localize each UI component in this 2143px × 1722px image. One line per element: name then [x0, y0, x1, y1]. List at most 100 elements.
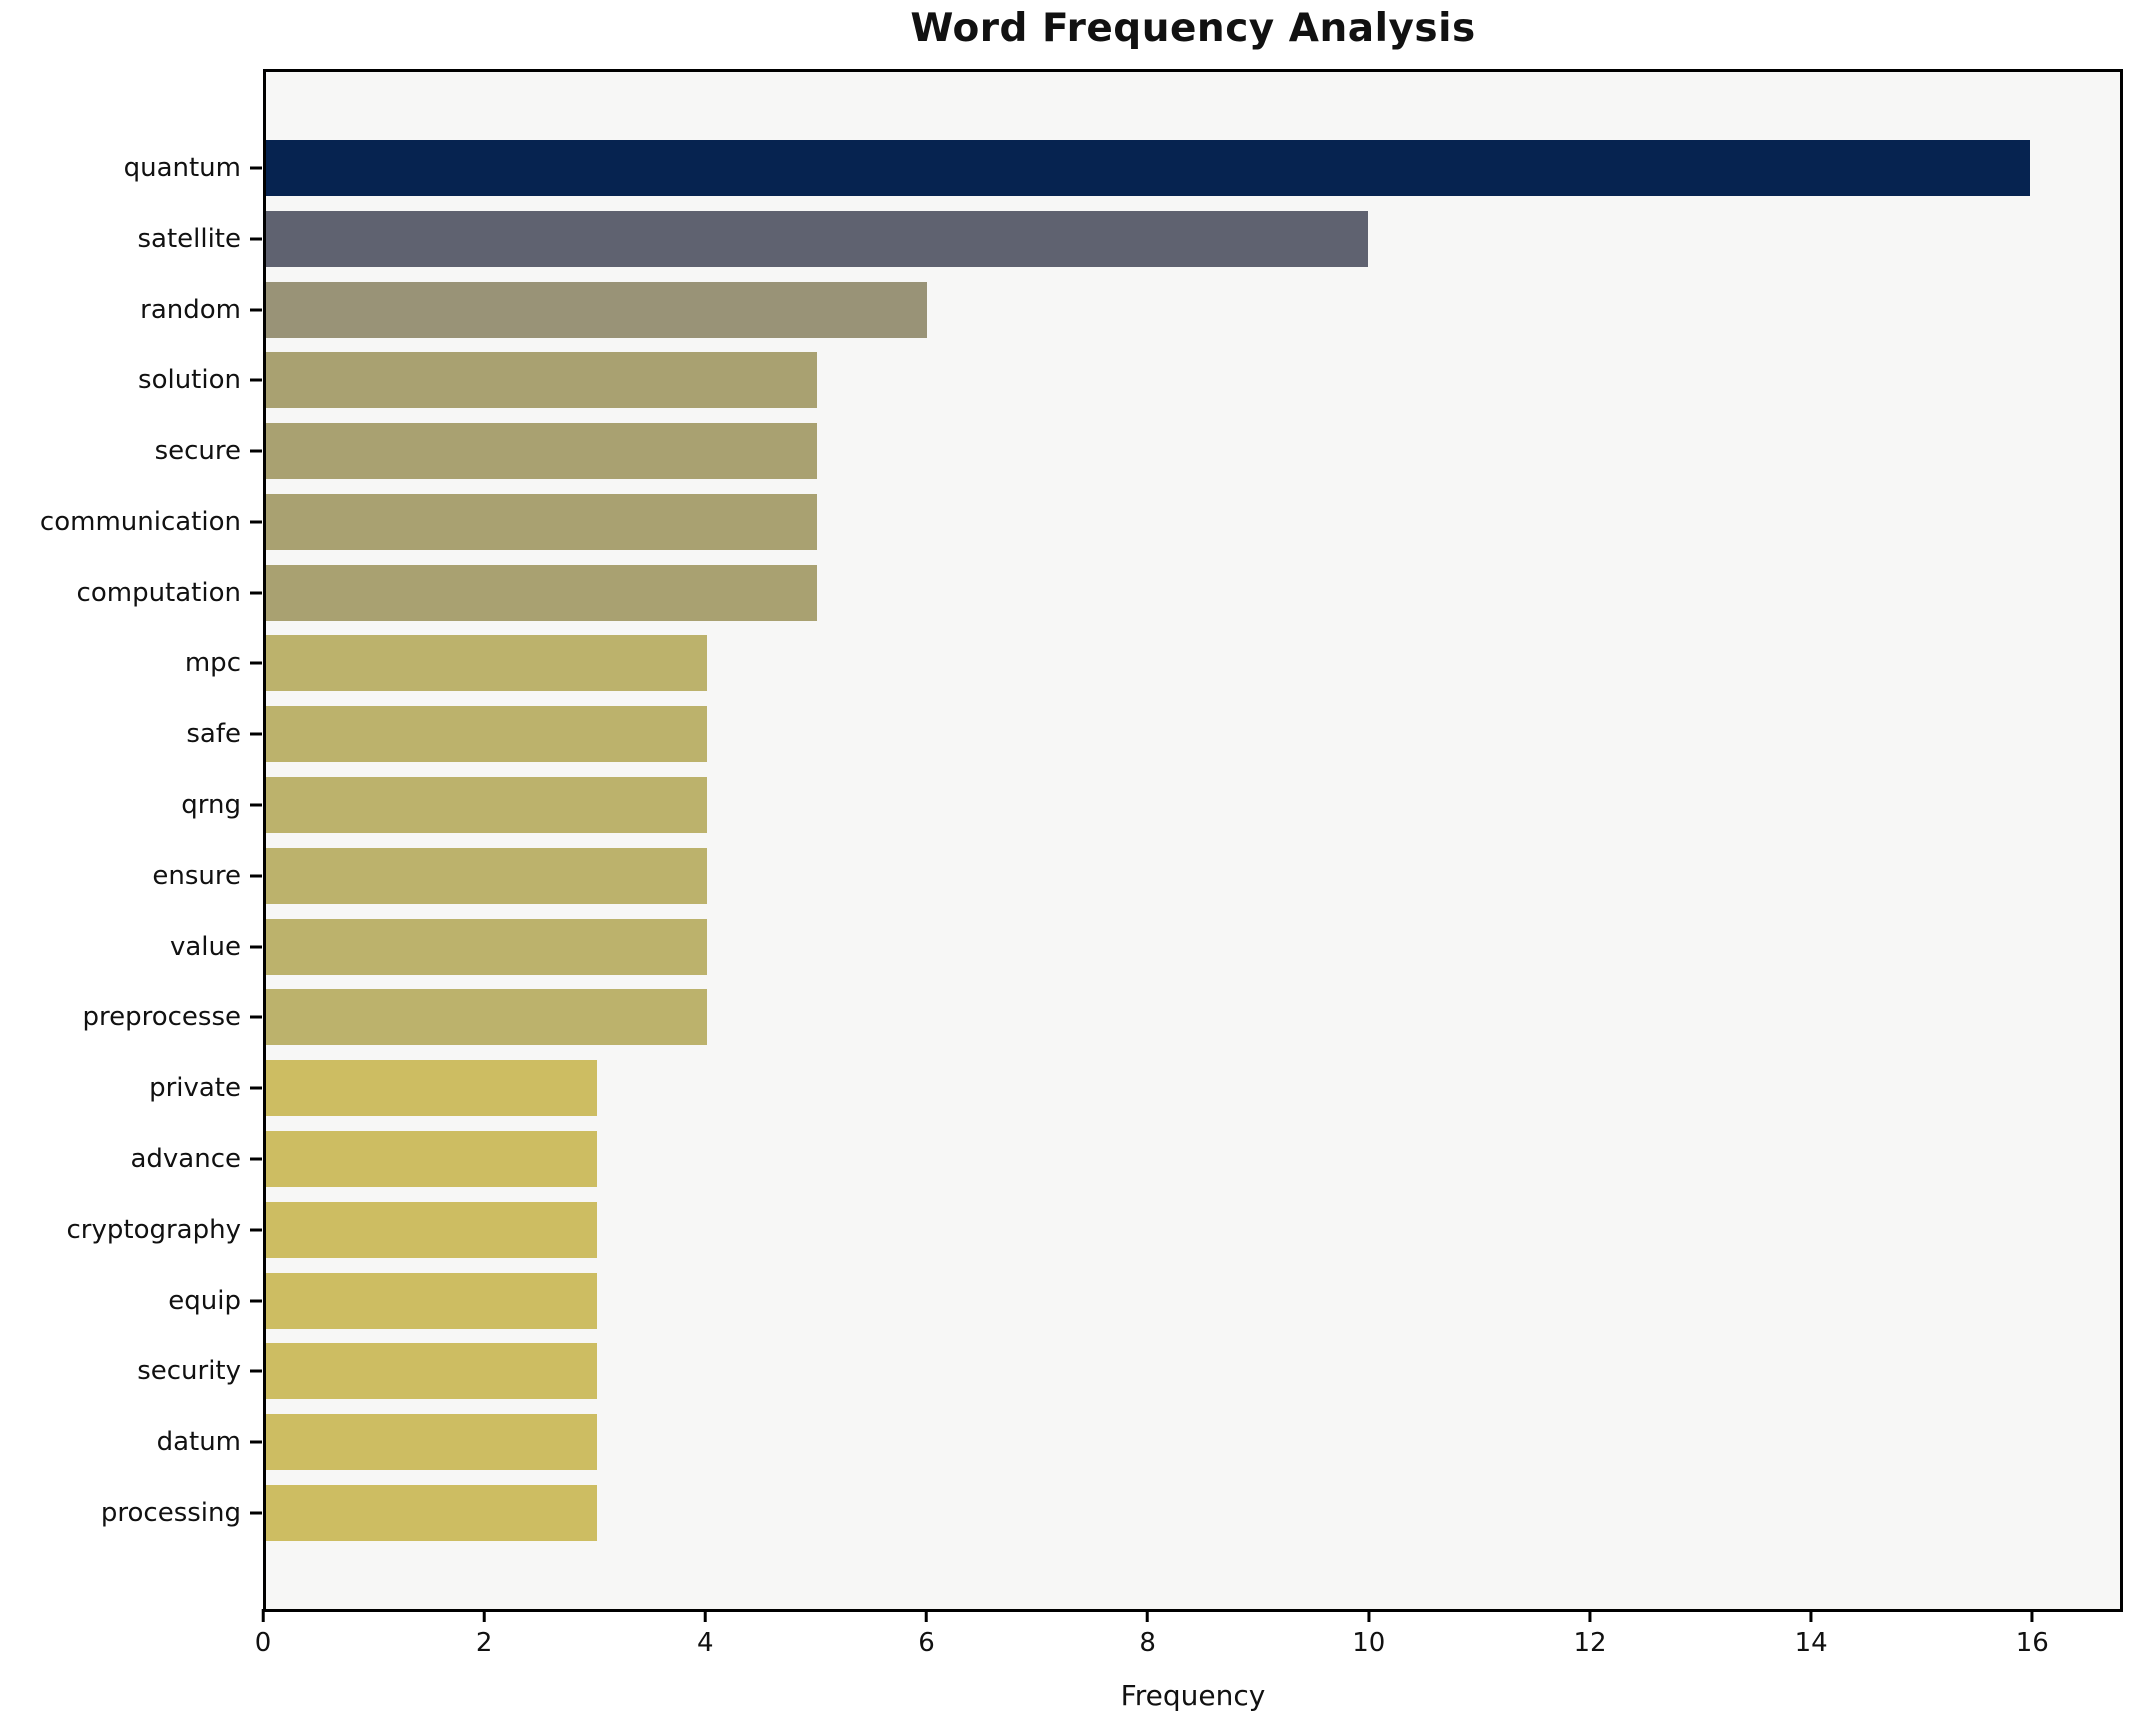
- x-tick-label: 2: [475, 1628, 493, 1658]
- bar-row: communication: [40, 493, 2120, 550]
- bar: [266, 635, 707, 692]
- bar-row: security: [137, 1343, 2120, 1400]
- y-tick-mark: [250, 732, 262, 736]
- x-tick: 6: [918, 1609, 935, 1658]
- bar-row: processing: [101, 1484, 2120, 1541]
- x-tick-mark: [703, 1609, 707, 1622]
- chart-title: Word Frequency Analysis: [910, 6, 1476, 51]
- x-tick: 10: [1352, 1609, 1385, 1658]
- x-axis: 0 2 4 6 8 10 12 14 16: [255, 1609, 2123, 1669]
- y-tick-mark: [250, 237, 262, 241]
- y-tick-label: preprocesse: [82, 1002, 241, 1033]
- bar: [266, 1130, 597, 1187]
- x-tick: 8: [1139, 1609, 1156, 1658]
- x-tick-mark: [1588, 1609, 1592, 1622]
- bar: [266, 847, 707, 904]
- y-tick-mark: [250, 1440, 262, 1444]
- y-tick-mark: [250, 945, 262, 949]
- y-tick-label: communication: [39, 506, 241, 537]
- bar: [266, 1060, 597, 1117]
- bar-row: cryptography: [67, 1201, 2120, 1258]
- bar: [266, 1343, 597, 1400]
- bar-row: datum: [157, 1414, 2120, 1471]
- y-tick-mark: [250, 591, 262, 595]
- y-tick-label: qrng: [181, 790, 241, 821]
- bar-row: random: [140, 281, 2120, 338]
- y-tick-label: computation: [76, 577, 241, 608]
- bar: [266, 281, 928, 338]
- y-tick-label: security: [137, 1356, 241, 1387]
- x-tick-mark: [1367, 1609, 1371, 1622]
- y-tick-label: satellite: [137, 223, 241, 254]
- y-tick-label: safe: [186, 719, 241, 750]
- y-tick-mark: [250, 378, 262, 382]
- bar: [266, 352, 818, 409]
- bar-row: advance: [130, 1130, 2120, 1187]
- x-tick-label: 10: [1352, 1628, 1386, 1658]
- x-tick-label: 4: [697, 1628, 714, 1658]
- y-tick-label: quantum: [123, 153, 241, 183]
- y-tick-label: random: [140, 294, 241, 325]
- x-tick-label: 6: [918, 1628, 935, 1658]
- bar-row: safe: [186, 706, 2120, 763]
- y-tick-label: solution: [138, 365, 241, 396]
- x-tick-label: 14: [1794, 1628, 1828, 1658]
- bar: [266, 564, 818, 621]
- bar: [266, 777, 707, 834]
- y-tick-mark: [250, 1511, 262, 1515]
- bar: [266, 1201, 597, 1258]
- bars-container: quantum satellite random solution secure comm…: [40, 140, 2120, 1541]
- y-tick-mark: [250, 308, 262, 312]
- x-axis-title: Frequency: [1120, 1679, 1266, 1712]
- y-tick-label: equip: [168, 1285, 241, 1316]
- y-tick-mark: [250, 166, 262, 170]
- x-tick: 16: [2016, 1609, 2049, 1658]
- bar-row: computation: [77, 564, 2120, 621]
- x-tick: 4: [697, 1609, 714, 1658]
- bar: [266, 706, 707, 763]
- bar: [266, 1272, 597, 1329]
- bar: [266, 1484, 597, 1541]
- y-tick-label: processing: [100, 1497, 241, 1528]
- bar-row: preprocesse: [82, 989, 2120, 1046]
- plot-area: quantum satellite random solution secure comm…: [40, 69, 2123, 1612]
- bar-row: value: [170, 918, 2120, 975]
- y-tick-label: cryptography: [66, 1214, 241, 1245]
- bar-row: solution: [138, 352, 2120, 409]
- bar-row: mpc: [185, 635, 2120, 692]
- y-tick-mark: [250, 1228, 262, 1232]
- bar-row: secure: [155, 423, 2120, 480]
- bar-row: quantum: [124, 140, 2120, 196]
- y-tick-mark: [250, 1015, 262, 1019]
- bar-row: private: [149, 1060, 2120, 1117]
- bar: [266, 423, 818, 480]
- x-tick: 0: [255, 1609, 271, 1658]
- x-tick-mark: [1146, 1609, 1150, 1622]
- x-tick-mark: [924, 1609, 928, 1622]
- x-tick: 12: [1573, 1609, 1607, 1658]
- x-tick-label: 8: [1139, 1628, 1156, 1658]
- y-tick-label: mpc: [184, 648, 241, 679]
- y-tick-mark: [250, 1299, 262, 1302]
- x-tick-mark: [1809, 1609, 1813, 1622]
- y-tick-mark: [250, 874, 262, 878]
- y-tick-label: advance: [130, 1143, 241, 1174]
- x-tick-mark: [261, 1609, 265, 1622]
- bar: [266, 140, 2030, 196]
- bar-row: equip: [168, 1272, 2120, 1329]
- bar: [266, 918, 707, 975]
- y-tick-mark: [250, 520, 262, 524]
- bar: [266, 210, 1369, 267]
- x-tick-label: 12: [1573, 1628, 1607, 1658]
- y-tick-label: ensure: [152, 860, 241, 891]
- bar: [266, 1414, 597, 1471]
- x-tick: 14: [1795, 1609, 1828, 1658]
- y-tick-label: value: [169, 931, 241, 962]
- x-tick: 2: [475, 1609, 493, 1658]
- y-tick-mark: [250, 1157, 262, 1161]
- y-tick-label: datum: [156, 1427, 241, 1458]
- bar: [266, 493, 818, 550]
- y-tick-mark: [250, 449, 262, 453]
- y-tick-mark: [250, 1086, 262, 1090]
- bar: [266, 989, 707, 1046]
